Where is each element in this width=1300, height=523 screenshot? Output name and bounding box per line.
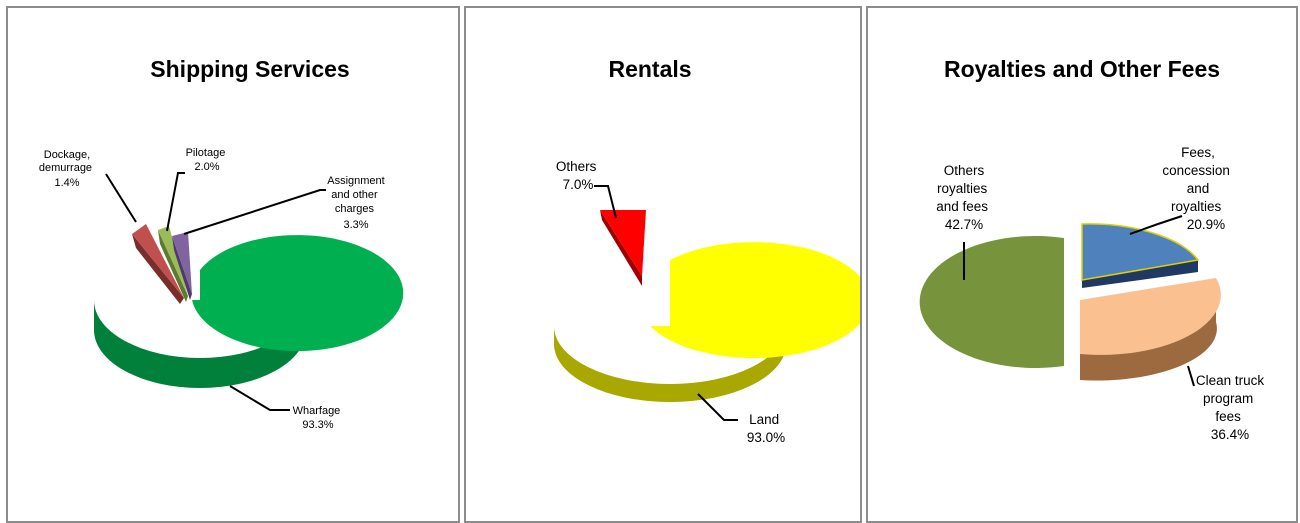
label-fees-concession: Fees, concession and royalties 20.9%: [1162, 145, 1233, 232]
pie-slice-fees-concession: [1081, 223, 1200, 288]
chart-shipping-services: Shipping Services Dockage, demurrage 1: [39, 56, 404, 431]
pie-slice-assignment: [172, 232, 192, 300]
label-land: Land 93.0%: [747, 412, 785, 445]
chart-panel-royalties: Royalties and Other Fees Others royalties…: [866, 6, 1298, 523]
pie-slice-dockage: [132, 224, 184, 304]
leader-line-assignment: [183, 189, 326, 235]
leader-line-dockage: [105, 173, 137, 223]
label-wharfage: Wharfage 93.3%: [293, 405, 344, 431]
chart-panel-rentals: Rentals Others 7.0% Land 93.0%: [464, 6, 862, 523]
label-clean-truck: Clean truck program fees 36.4%: [1196, 373, 1265, 442]
pie-slice-others: [600, 210, 646, 286]
label-pilotage: Pilotage 2.0%: [186, 147, 229, 173]
chart-title: Rentals: [608, 56, 691, 82]
pie-slice-wharfage: [94, 235, 404, 388]
label-dockage: Dockage, demurrage 1.4%: [39, 149, 95, 189]
pie-slice-others-royalties: [919, 236, 1064, 368]
leader-line-clean-truck: [1187, 365, 1195, 387]
chart-rentals: Rentals Others 7.0% Land 93.0%: [554, 56, 860, 445]
pie-slice-pilotage: [158, 226, 188, 302]
chart-title: Shipping Services: [150, 56, 349, 82]
leader-line-pilotage: [166, 172, 185, 232]
chart-title: Royalties and Other Fees: [944, 56, 1220, 82]
leader-line-others: [594, 185, 617, 219]
pie-slice-clean-truck: [1080, 278, 1221, 381]
pie-slice-land: [554, 242, 860, 402]
leader-line-fees: [1129, 215, 1183, 235]
chart-royalties: Royalties and Other Fees Others royalties…: [919, 56, 1265, 442]
label-others: Others 7.0%: [556, 159, 600, 192]
leader-line-wharfage: [229, 385, 290, 411]
chart-panel-shipping-services: Shipping Services Dockage, demurrage 1: [6, 6, 460, 523]
leader-line-land: [697, 393, 738, 421]
label-others-royalties: Others royalties and fees 42.7%: [936, 163, 992, 232]
label-assignment: Assignment and other charges 3.3%: [327, 175, 384, 231]
